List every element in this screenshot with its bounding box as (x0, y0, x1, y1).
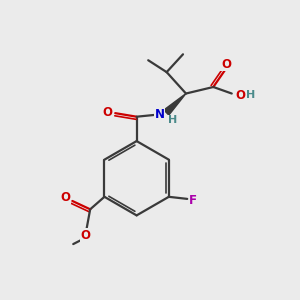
Text: O: O (235, 88, 245, 101)
Text: F: F (189, 194, 197, 207)
Text: H: H (246, 90, 256, 100)
Text: N: N (155, 108, 165, 121)
Text: O: O (80, 229, 90, 242)
Text: H: H (168, 115, 177, 125)
Text: O: O (103, 106, 113, 119)
Text: O: O (221, 58, 231, 70)
Polygon shape (164, 94, 186, 115)
Text: O: O (61, 191, 71, 204)
